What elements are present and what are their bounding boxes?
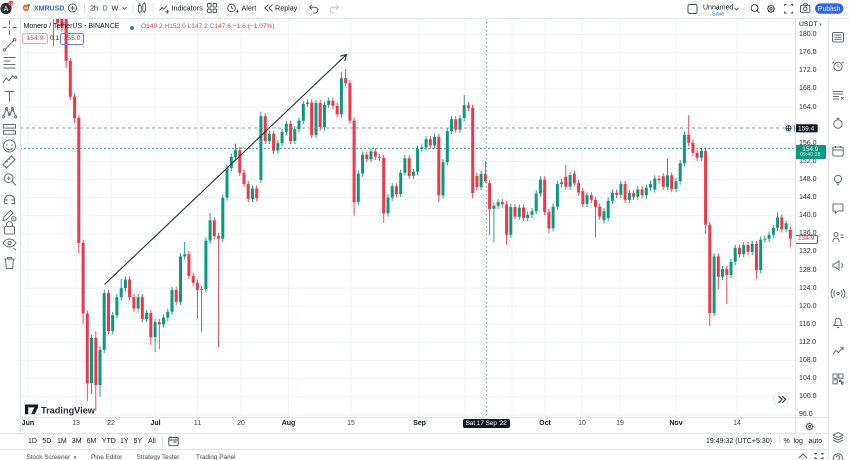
svg-text:2h: 2h [90,4,98,13]
svg-text:D: D [103,4,108,13]
svg-text:W: W [112,4,119,13]
svg-text:Alert: Alert [242,4,257,13]
svg-text:XMRUSD: XMRUSD [34,6,64,13]
svg-text:Publish: Publish [818,6,841,13]
svg-text:Save: Save [712,12,724,18]
svg-text:159.4: 159.4 [798,126,815,133]
svg-text:A: A [4,6,9,13]
svg-text:Replay: Replay [275,4,298,13]
svg-text:TradingView: TradingView [41,406,96,416]
svg-text:13: 13 [9,2,13,6]
svg-text:Unnamed: Unnamed [703,5,733,12]
svg-text:Indicators: Indicators [172,4,204,13]
